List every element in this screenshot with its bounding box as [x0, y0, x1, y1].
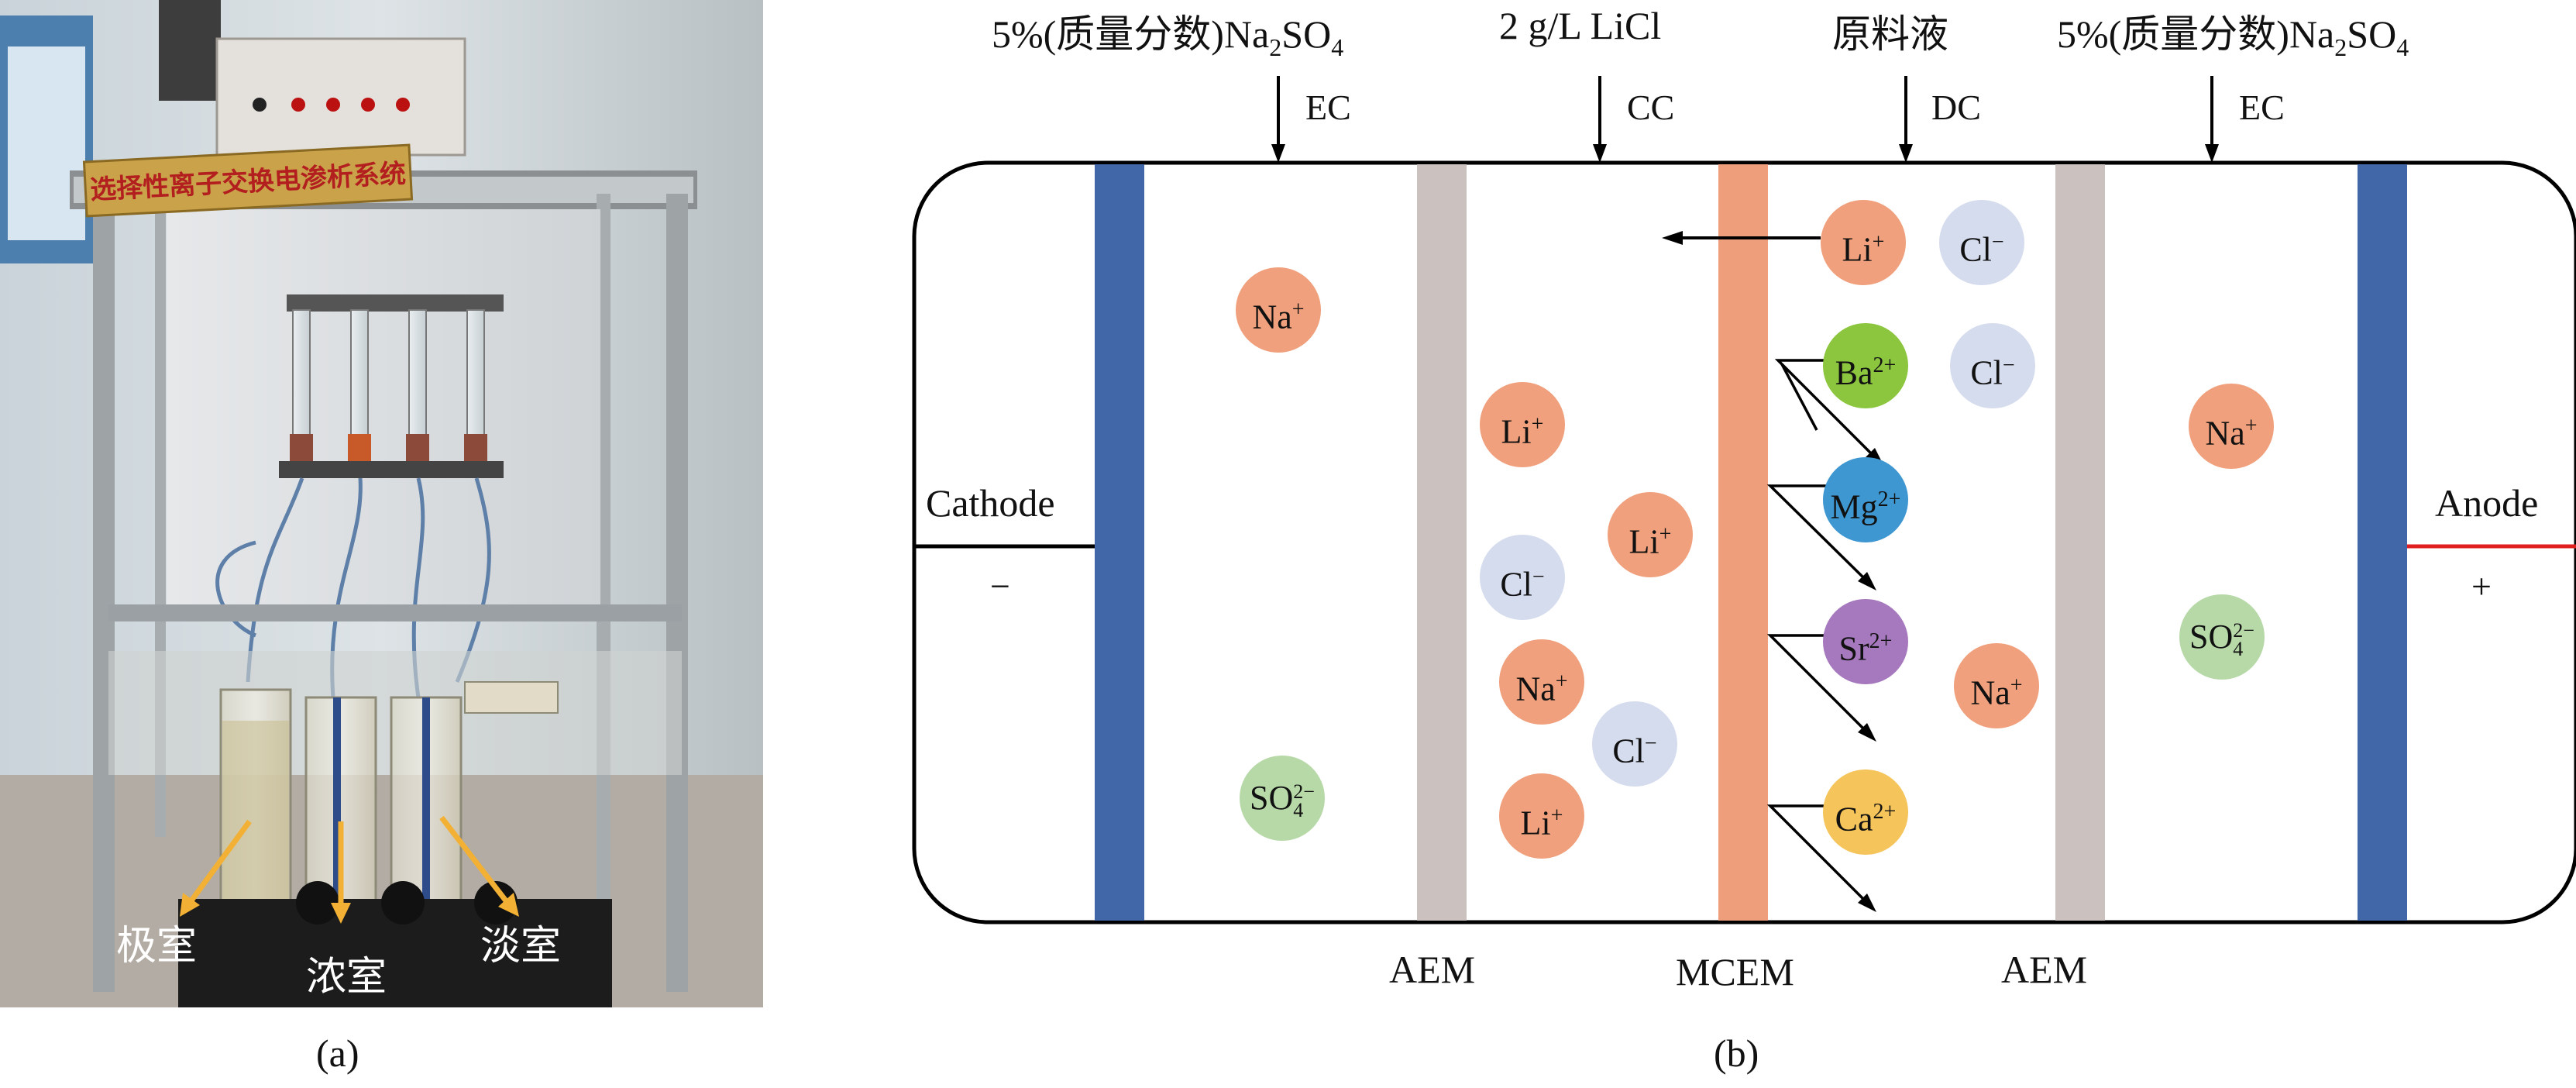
ion-label: Mg2+ [1830, 487, 1901, 526]
electrode-tank [219, 688, 292, 916]
system-sign [82, 143, 414, 218]
ion-label: Na+ [2205, 414, 2258, 453]
feed-solution-ec-right: 5%(质量分数)Na2SO4 [2057, 12, 2409, 61]
flowmeters [290, 309, 487, 465]
chamber-arrows [180, 815, 519, 924]
cell-outline [912, 160, 2576, 924]
cathode-plate [1095, 164, 1144, 921]
feed-arrows [1271, 76, 2219, 163]
anode-label: Anode [2435, 481, 2539, 525]
ion-label: Na+ [1970, 673, 2023, 712]
caption-b: (b) [1714, 1031, 1759, 1075]
feed-chamber-dc: DC [1931, 88, 1981, 127]
chamber-label-electrode: 极室 [116, 923, 198, 969]
feed-chamber-ec-left: EC [1305, 88, 1351, 127]
ion-label: Li+ [1628, 522, 1672, 561]
cathode-label: Cathode [926, 481, 1055, 525]
caption-a: (a) [316, 1031, 359, 1075]
chamber-label-dilute: 淡室 [480, 923, 562, 969]
membrane-label-aem-2: AEM [2001, 948, 2088, 991]
ion-label: Na+ [1515, 670, 1568, 708]
ion-label: Na+ [1252, 298, 1305, 336]
membrane-label-aem-1: AEM [1389, 948, 1476, 991]
ion-label: Li+ [1842, 230, 1885, 269]
dilute-tank [390, 696, 463, 916]
mcem-membrane [1718, 164, 1768, 921]
feed-solution-cc: 2 g/L LiCl [1499, 4, 1662, 47]
anode-plate [2358, 164, 2407, 921]
cathode-sign: − [990, 566, 1010, 606]
frame-right-post [666, 194, 688, 992]
ion-label: Ca2+ [1835, 800, 1897, 838]
power-supply [159, 0, 221, 101]
controller-box [215, 37, 466, 157]
ion-label: Cl− [1612, 732, 1657, 770]
anode-sign: + [2471, 566, 2492, 606]
ion-label: SO 2− 4 [2189, 618, 2254, 660]
feed-solution-ec-left: 5%(质量分数)Na2SO4 [992, 12, 1344, 61]
frame-left-post [93, 194, 115, 992]
apparatus-photo: 选择性离子交换电渗析系统 [0, 0, 763, 1007]
back-board [167, 209, 600, 604]
ion-label: Sr2+ [1838, 629, 1893, 668]
ion-label: Cl− [1959, 230, 2004, 269]
ion-label: Ba2+ [1835, 353, 1897, 392]
feed-chamber-cc: CC [1627, 88, 1675, 127]
membrane-label-mcem: MCEM [1676, 950, 1794, 993]
ion-label: Cl− [1500, 565, 1545, 604]
li-transport-arrow [1662, 231, 1821, 245]
chamber-label-concentrate: 浓室 [306, 954, 387, 1000]
aem-membrane-2 [2055, 164, 2105, 921]
feed-chamber-ec-right: EC [2239, 88, 2285, 127]
ion-label: SO 2− 4 [1250, 779, 1315, 821]
ion-label: Li+ [1520, 804, 1563, 842]
feed-solution-dc: 原料液 [1832, 12, 1948, 57]
ion-label: Cl− [1970, 353, 2015, 392]
aem-membrane-1 [1417, 164, 1467, 921]
ion-label: Li+ [1501, 412, 1544, 451]
